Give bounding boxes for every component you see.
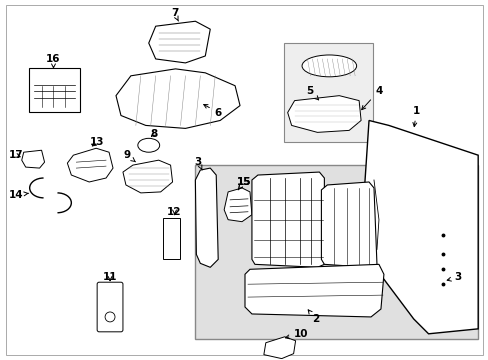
Text: 16: 16 [46,54,61,68]
Polygon shape [364,121,477,334]
Text: 4: 4 [361,86,382,110]
Text: 3: 3 [194,157,202,170]
Text: 5: 5 [305,86,318,100]
Text: 9: 9 [123,150,135,162]
Bar [283,43,372,142]
Polygon shape [321,182,376,267]
Polygon shape [122,160,172,193]
Polygon shape [224,188,251,222]
Polygon shape [251,172,324,267]
Polygon shape [116,69,240,129]
Text: 14: 14 [8,190,29,200]
Polygon shape [67,148,113,182]
Polygon shape [287,96,360,132]
Polygon shape [195,168,218,267]
Text: 7: 7 [170,8,178,21]
Bar [195,165,477,339]
Polygon shape [264,337,295,359]
Text: 2: 2 [307,310,319,324]
Ellipse shape [302,55,356,77]
Ellipse shape [138,138,160,152]
FancyBboxPatch shape [29,68,80,112]
Text: 10: 10 [285,329,308,339]
Bar [163,218,180,260]
Circle shape [105,312,115,322]
Polygon shape [148,21,210,63]
Text: 12: 12 [167,207,182,217]
Text: 15: 15 [236,177,251,190]
Text: 11: 11 [102,272,117,282]
Text: 6: 6 [203,104,222,117]
Text: 1: 1 [412,105,419,127]
Text: 8: 8 [150,129,157,139]
Polygon shape [244,264,383,317]
Text: 3: 3 [446,272,461,282]
Polygon shape [21,150,44,168]
Text: 13: 13 [90,137,104,147]
FancyBboxPatch shape [97,282,122,332]
Text: 17: 17 [8,150,23,160]
Text: 15: 15 [236,177,251,190]
